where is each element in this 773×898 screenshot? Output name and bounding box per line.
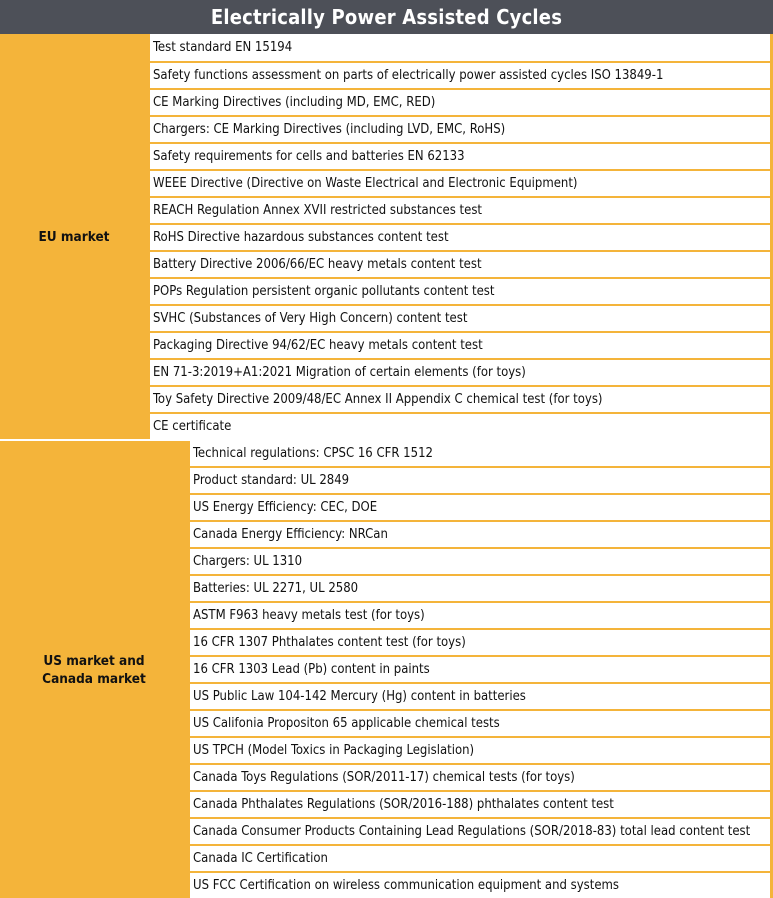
table-row: Battery Directive 2006/66/EC heavy metal… bbox=[150, 252, 770, 277]
table-row: US Califonia Propositon 65 applicable ch… bbox=[190, 711, 770, 736]
table-row: ASTM F963 heavy metals test (for toys) bbox=[190, 603, 770, 628]
table-row: Canada Energy Efficiency: NRCan bbox=[190, 522, 770, 547]
table-row: 16 CFR 1307 Phthalates content test (for… bbox=[190, 630, 770, 655]
table-row: EN 71-3:2019+A1:2021 Migration of certai… bbox=[150, 360, 770, 385]
requirements-table: EU market Test standard EN 15194 Safety fu… bbox=[0, 34, 773, 898]
table-row: US TPCH (Model Toxics in Packaging Legis… bbox=[190, 738, 770, 763]
table-row: CE certificate bbox=[150, 414, 770, 439]
table-row: Batteries: UL 2271, UL 2580 bbox=[190, 576, 770, 601]
table-row: Test standard EN 15194 bbox=[150, 34, 770, 61]
table-row: 16 CFR 1303 Lead (Pb) content in paints bbox=[190, 657, 770, 682]
table-row: Product standard: UL 2849 bbox=[190, 468, 770, 493]
table-row: Packaging Directive 94/62/EC heavy metal… bbox=[150, 333, 770, 358]
table-row: Chargers: UL 1310 bbox=[190, 549, 770, 574]
table-row: SVHC (Substances of Very High Concern) c… bbox=[150, 306, 770, 331]
table-row: Canada Phthalates Regulations (SOR/2016-… bbox=[190, 792, 770, 817]
table-row: RoHS Directive hazardous substances cont… bbox=[150, 225, 770, 250]
table-row: Canada Consumer Products Containing Lead… bbox=[190, 819, 770, 844]
table-row: REACH Regulation Annex XVII restricted s… bbox=[150, 198, 770, 223]
table-row: Safety requirements for cells and batter… bbox=[150, 144, 770, 169]
market-section: EU market Test standard EN 15194 Safety fu… bbox=[0, 34, 770, 439]
market-label: US market and Canada market bbox=[42, 652, 146, 687]
table-row: US FCC Certification on wireless communi… bbox=[190, 873, 770, 898]
market-label: EU market bbox=[38, 228, 110, 245]
table-row: US Energy Efficiency: CEC, DOE bbox=[190, 495, 770, 520]
table-row: Canada IC Certification bbox=[190, 846, 770, 871]
table-row: POPs Regulation persistent organic pollu… bbox=[150, 279, 770, 304]
table-row: Safety functions assessment on parts of … bbox=[150, 63, 770, 88]
table-row: Toy Safety Directive 2009/48/EC Annex II… bbox=[150, 387, 770, 412]
table-row: Technical regulations: CPSC 16 CFR 1512 bbox=[190, 441, 770, 466]
market-section: US market and Canada market Technical reg… bbox=[0, 439, 770, 898]
table-row: CE Marking Directives (including MD, EMC… bbox=[150, 90, 770, 115]
table-row: US Public Law 104-142 Mercury (Hg) conte… bbox=[190, 684, 770, 709]
table-title: Electrically Power Assisted Cycles bbox=[0, 0, 773, 34]
table-row: Canada Toys Regulations (SOR/2011-17) ch… bbox=[190, 765, 770, 790]
table-row: Chargers: CE Marking Directives (includi… bbox=[150, 117, 770, 142]
table-row: WEEE Directive (Directive on Waste Elect… bbox=[150, 171, 770, 196]
